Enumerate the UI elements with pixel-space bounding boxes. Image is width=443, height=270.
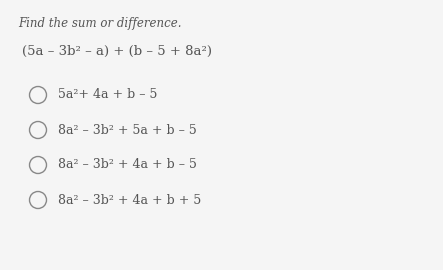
Text: (5a – 3b² – a) + (b – 5 + 8a²): (5a – 3b² – a) + (b – 5 + 8a²) [22, 45, 212, 58]
Text: 8a² – 3b² + 4a + b + 5: 8a² – 3b² + 4a + b + 5 [58, 194, 201, 207]
Text: Find the sum or difference.: Find the sum or difference. [18, 17, 182, 30]
Text: 5a²+ 4a + b – 5: 5a²+ 4a + b – 5 [58, 89, 157, 102]
Text: 8a² – 3b² + 4a + b – 5: 8a² – 3b² + 4a + b – 5 [58, 158, 197, 171]
Text: 8a² – 3b² + 5a + b – 5: 8a² – 3b² + 5a + b – 5 [58, 123, 197, 137]
